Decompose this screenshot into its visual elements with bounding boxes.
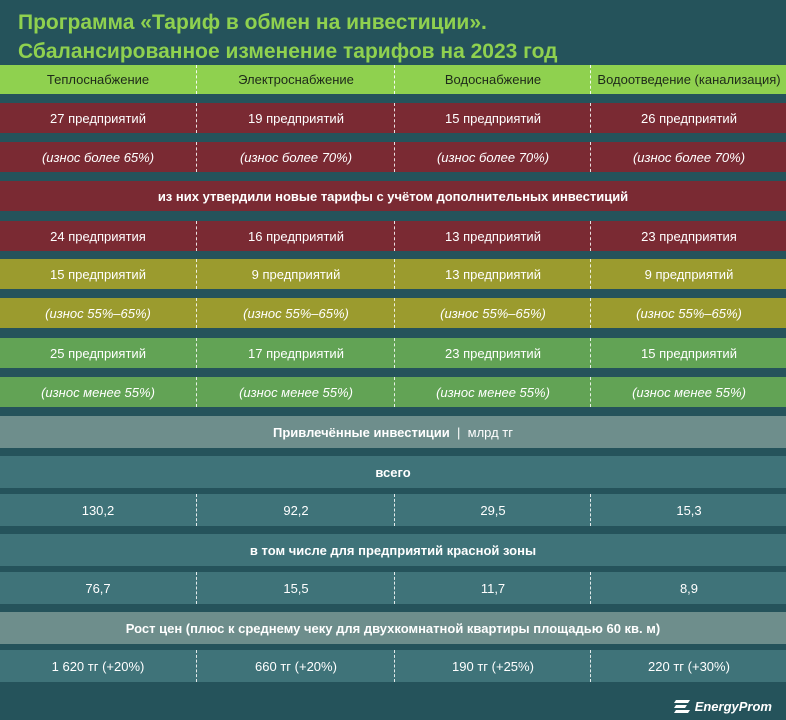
investments-total-label-row: всего [0,456,786,488]
table-cell: 19 предприятий [196,103,395,133]
table-cell: 23 предприятия [590,221,786,251]
approved-title: из них утвердили новые тарифы с учётом д… [157,188,629,204]
prices-title-row: Рост цен (плюс к среднему чеку для двухк… [0,612,786,644]
table-cell: (износ более 70%) [394,142,591,172]
investments-unit: млрд тг [467,424,514,440]
table-cell: (износ 55%–65%) [394,298,591,328]
table-cell: 13 предприятий [394,259,591,289]
investments-red-label: в том числе для предприятий красной зоны [249,542,537,558]
table-cell: 9 предприятий [196,259,395,289]
table-cell: 15 предприятий [394,103,591,133]
table-cell: 660 тг (+20%) [196,650,395,682]
column-header: Электроснабжение [196,65,395,94]
table-cell: 16 предприятий [196,221,395,251]
logo-text: EnergyProm [694,698,772,714]
table-cell: 26 предприятий [590,103,786,133]
investments-red-label-row: в том числе для предприятий красной зоны [0,534,786,566]
table-cell: 1 620 тг (+20%) [51,658,145,674]
investments-total-row: 130,2 92,2 29,5 15,3 [0,494,786,526]
red-zone-approved-row: 24 предприятия 16 предприятий 13 предпри… [0,221,786,251]
table-cell: 24 предприятия [50,228,146,244]
table-cell: (износ 55%–65%) [196,298,395,328]
table-cell: 8,9 [590,572,786,604]
table-cell: 17 предприятий [196,338,395,368]
red-zone-enterprises-row: 27 предприятий 19 предприятий 15 предпри… [0,103,786,133]
table-cell: (износ менее 55%) [41,384,155,400]
yellow-zone-enterprises-row: 15 предприятий 9 предприятий 13 предприя… [0,259,786,289]
red-zone-wear-row: (износ более 65%) (износ более 70%) (изн… [0,142,786,172]
table-cell: 76,7 [85,580,111,596]
column-header: Водоотведение (канализация) [590,65,786,94]
table-cell: 11,7 [394,572,591,604]
table-cell: 15 предприятий [590,338,786,368]
investments-total-label: всего [375,464,411,480]
table-cell: 15 предприятий [50,266,146,282]
table-cell: 9 предприятий [590,259,786,289]
table-cell: 15,3 [590,494,786,526]
prices-row: 1 620 тг (+20%) 660 тг (+20%) 190 тг (+2… [0,650,786,682]
investments-red-row: 76,7 15,5 11,7 8,9 [0,572,786,604]
investments-title-text: Привлечённые инвестиции [272,424,450,440]
table-cell: 27 предприятий [50,110,146,126]
red-zone-approved-title-row: из них утвердили новые тарифы с учётом д… [0,181,786,211]
table-cell: (износ более 65%) [41,149,155,165]
table-cell: 92,2 [196,494,395,526]
table-cell: 15,5 [196,572,395,604]
table-cell: (износ 55%–65%) [590,298,786,328]
prices-title: Рост цен (плюс к среднему чеку для двухк… [125,620,661,636]
table-cell: 13 предприятий [394,221,591,251]
investments-title-row: Привлечённые инвестиции | млрд тг [0,416,786,448]
yellow-zone-wear-row: (износ 55%–65%) (износ 55%–65%) (износ 5… [0,298,786,328]
table-cell: 25 предприятий [50,345,146,361]
table-cell: (износ менее 55%) [590,377,786,407]
table-cell: (износ менее 55%) [394,377,591,407]
table-cell: (износ 55%–65%) [45,305,151,321]
energyprom-logo-icon [673,698,691,714]
column-header: Водоснабжение [394,65,591,94]
table-cell: (износ менее 55%) [196,377,395,407]
green-zone-wear-row: (износ менее 55%) (износ менее 55%) (изн… [0,377,786,407]
investments-title: Привлечённые инвестиции | млрд тг [273,425,513,440]
table-cell: (износ более 70%) [196,142,395,172]
title-line-1: Программа «Тариф в обмен на инвестиции». [18,11,487,34]
table-cell: (износ более 70%) [590,142,786,172]
column-header: Теплоснабжение [46,72,150,87]
investments-separator: | [453,424,465,440]
energyprom-logo: EnergyProm [673,698,772,714]
table-cell: 190 тг (+25%) [394,650,591,682]
table-cell: 23 предприятий [394,338,591,368]
table-cell: 130,2 [81,502,115,518]
table-cell: 29,5 [394,494,591,526]
green-zone-enterprises-row: 25 предприятий 17 предприятий 23 предпри… [0,338,786,368]
page-title: Программа «Тариф в обмен на инвестиции».… [18,8,778,66]
title-line-2: Сбалансированное изменение тарифов на 20… [18,40,558,63]
table-cell: 220 тг (+30%) [590,650,786,682]
column-header-row: Теплоснабжение Электроснабжение Водоснаб… [0,65,786,94]
